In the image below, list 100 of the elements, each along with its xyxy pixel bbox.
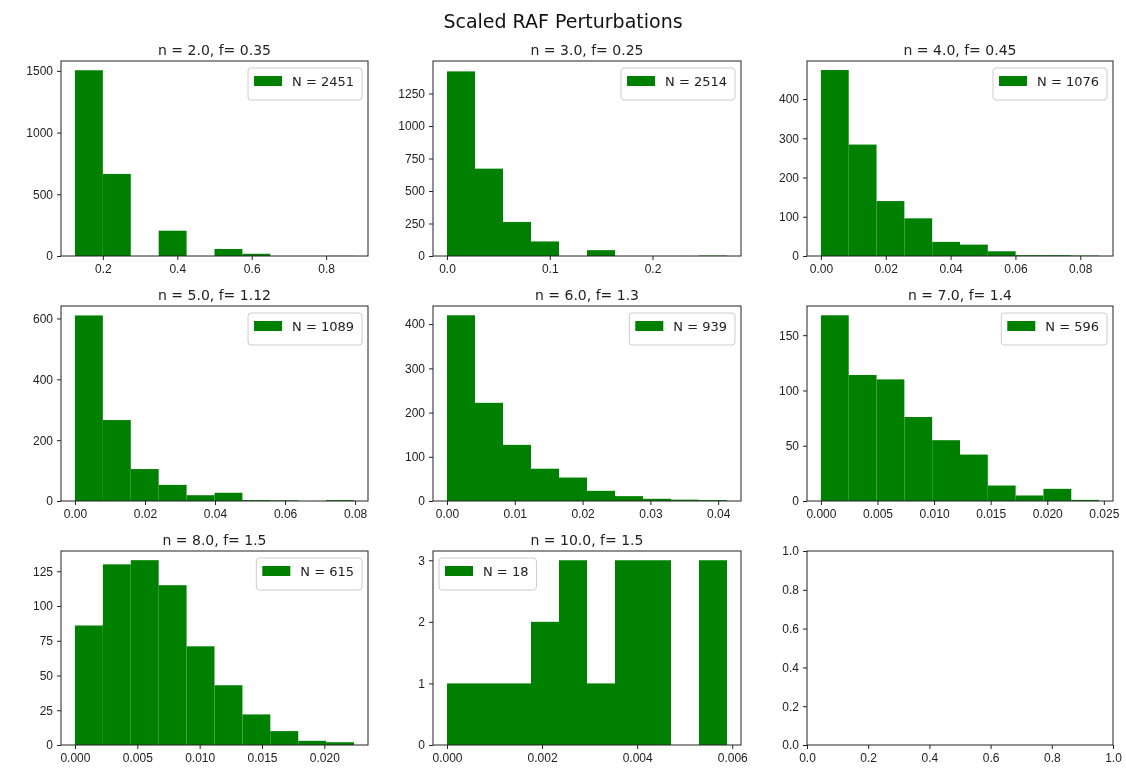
y-tick-label: 0 <box>792 494 800 509</box>
x-tick-label: 1.0 <box>1105 750 1123 765</box>
y-tick-label: 750 <box>404 151 426 166</box>
y-tick-label: 0 <box>46 738 54 753</box>
x-tick-label: 0.025 <box>1089 506 1120 521</box>
x-tick-label: 0.004 <box>622 750 653 765</box>
y-tick-label: 250 <box>404 216 426 231</box>
legend-label: N = 2451 <box>292 74 354 89</box>
y-tick-label: 400 <box>32 372 54 387</box>
x-tick-label: 0.02 <box>571 506 596 521</box>
y-tick-label: 100 <box>32 599 54 614</box>
x-tick-label: 0.01 <box>503 506 528 521</box>
legend-label: N = 18 <box>483 564 529 579</box>
x-tick-label: 0.005 <box>122 750 154 765</box>
x-tick-label: 0.015 <box>976 506 1007 521</box>
y-tick-label: 0 <box>418 494 426 509</box>
x-tick-label: 0.02 <box>133 506 158 521</box>
x-tick-label: 0.06 <box>273 506 298 521</box>
y-tick-label: 3 <box>418 553 426 568</box>
y-tick-label: 125 <box>32 564 54 579</box>
y-tick-label: 500 <box>32 187 54 202</box>
y-tick-label: 50 <box>39 668 54 683</box>
y-tick-label: 500 <box>404 184 426 199</box>
legend-label: N = 615 <box>300 564 354 579</box>
y-tick-label: 1 <box>418 676 426 691</box>
x-tick-label: 0.08 <box>1069 261 1093 276</box>
y-tick-label: 25 <box>39 703 54 718</box>
legend-label: N = 939 <box>673 319 727 334</box>
chart-title: n = 2.0, f= 0.35 <box>158 42 271 58</box>
x-tick-label: 0.00 <box>63 506 88 521</box>
x-tick-label: 0.4 <box>169 261 187 276</box>
x-tick-label: 0.2 <box>95 261 113 276</box>
x-tick-label: 0.002 <box>527 750 558 765</box>
x-tick-label: 0.8 <box>318 261 336 276</box>
y-tick-label: 1250 <box>398 86 426 101</box>
y-tick-label: 200 <box>32 433 54 448</box>
x-tick-label: 0.020 <box>309 750 341 765</box>
x-tick-label: 0.2 <box>644 261 662 276</box>
y-tick-label: 0 <box>418 738 426 753</box>
y-tick-label: 75 <box>39 634 54 649</box>
x-tick-label: 0.000 <box>60 750 91 765</box>
y-tick-label: 400 <box>404 317 426 332</box>
y-tick-label: 1500 <box>26 64 54 79</box>
x-tick-label: 0.04 <box>203 506 228 521</box>
x-tick-label: 0.6 <box>982 750 1000 765</box>
y-tick-label: 300 <box>778 131 800 146</box>
x-tick-label: 0.000 <box>806 506 837 521</box>
y-tick-label: 0.4 <box>782 660 800 675</box>
y-tick-label: 200 <box>778 170 800 185</box>
chart-title: n = 3.0, f= 0.25 <box>530 42 644 58</box>
x-tick-label: 0.04 <box>707 506 731 521</box>
x-tick-label: 0.0 <box>439 261 457 276</box>
x-tick-label: 0.08 <box>343 506 368 521</box>
x-tick-label: 0.2 <box>860 750 878 765</box>
x-tick-label: 0.010 <box>185 750 216 765</box>
y-tick-label: 1000 <box>398 119 426 134</box>
x-tick-label: 0.000 <box>432 750 463 765</box>
y-tick-label: 200 <box>404 405 426 420</box>
x-tick-label: 0.005 <box>862 506 894 521</box>
y-tick-label: 300 <box>404 361 426 376</box>
x-tick-label: 0.4 <box>921 750 939 765</box>
x-tick-label: 0.00 <box>809 261 834 276</box>
x-tick-label: 0.04 <box>939 261 964 276</box>
y-tick-label: 0.0 <box>782 738 800 753</box>
chart-title: n = 8.0, f= 1.5 <box>162 532 267 548</box>
y-tick-label: 150 <box>778 328 800 343</box>
y-tick-label: 0 <box>46 494 54 509</box>
x-tick-label: 0.06 <box>1004 261 1028 276</box>
chart-title: n = 5.0, f= 1.12 <box>158 287 271 303</box>
y-tick-label: 100 <box>778 383 800 398</box>
x-tick-label: 0.8 <box>1043 750 1061 765</box>
y-tick-label: 600 <box>32 311 54 326</box>
x-tick-label: 0.02 <box>874 261 899 276</box>
y-tick-label: 1.0 <box>782 544 800 559</box>
y-tick-label: 0 <box>418 249 426 264</box>
x-tick-label: 0.1 <box>541 261 559 276</box>
y-tick-label: 400 <box>778 92 800 107</box>
chart-title: n = 10.0, f= 1.5 <box>530 532 644 548</box>
y-tick-label: 0.8 <box>782 583 800 598</box>
legend-label: N = 2514 <box>665 74 727 89</box>
x-tick-label: 0.010 <box>919 506 950 521</box>
y-tick-label: 100 <box>404 450 426 465</box>
x-tick-label: 0.03 <box>639 506 663 521</box>
y-tick-label: 2 <box>418 615 426 630</box>
y-tick-label: 0 <box>792 249 800 264</box>
x-tick-label: 0.00 <box>435 506 460 521</box>
x-tick-label: 0.015 <box>247 750 278 765</box>
text: Scaled RAF Perturbations <box>443 10 683 32</box>
y-tick-label: 1000 <box>26 125 54 140</box>
chart-title: n = 6.0, f= 1.3 <box>534 287 640 303</box>
y-tick-label: 0.6 <box>782 621 800 636</box>
y-tick-label: 0 <box>46 249 54 264</box>
legend-label: N = 596 <box>1045 319 1099 334</box>
y-tick-label: 100 <box>778 210 800 225</box>
chart-title: n = 7.0, f= 1.4 <box>907 287 1013 303</box>
x-tick-label: 0.6 <box>243 261 261 276</box>
legend-label: N = 1089 <box>292 319 354 334</box>
y-tick-label: 0.2 <box>782 699 800 714</box>
legend-label: N = 1076 <box>1037 74 1099 89</box>
chart-title: n = 4.0, f= 0.45 <box>903 42 1017 58</box>
